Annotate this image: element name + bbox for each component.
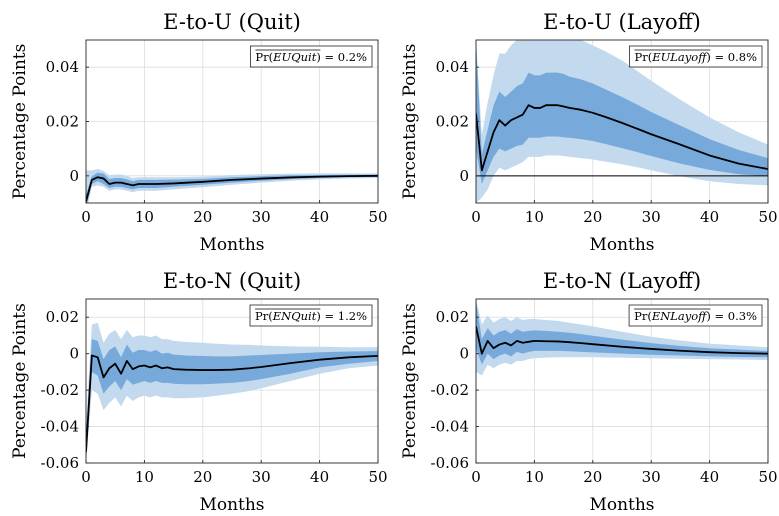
y-tick-label: -0.04: [41, 418, 79, 436]
x-tick-label: 20: [583, 208, 602, 226]
x-tick-label: 0: [81, 468, 91, 486]
inner-confidence-band: [86, 172, 378, 203]
chart-title: E-to-U (Quit): [163, 10, 301, 34]
series-layer: [86, 169, 378, 203]
x-tick-label: 50: [758, 208, 777, 226]
median-response-line: [86, 174, 378, 202]
x-tick-label: 40: [310, 208, 329, 226]
x-tick-label: 50: [758, 468, 777, 486]
annotation-frame: [628, 304, 763, 327]
y-tick-label: 0.02: [436, 113, 469, 131]
x-tick-label: 40: [700, 468, 719, 486]
x-tick-label: 50: [368, 208, 387, 226]
y-tick-label: -0.04: [431, 418, 469, 436]
y-tick-label: 0.04: [436, 58, 469, 76]
annotation-variable: EULayoff: [651, 50, 708, 64]
annotation-value: ) = 0.2%: [316, 50, 367, 64]
x-tick-label: 10: [525, 468, 544, 486]
chart-title: E-to-N (Layoff): [543, 269, 701, 293]
x-tick-label: 30: [642, 468, 661, 486]
y-tick-label: 0.02: [46, 113, 79, 131]
annotation-value: ) = 0.8%: [706, 50, 757, 64]
inner-confidence-band: [476, 40, 768, 184]
inner-confidence-band: [476, 300, 768, 365]
x-axis-label: Months: [199, 495, 264, 515]
annotation-prefix: Pr(: [634, 309, 652, 323]
annotation-prefix: Pr(: [255, 50, 273, 64]
y-axis-label: Percentage Points: [400, 44, 420, 200]
panel-2: 0 10 20 30 40 50 0 0.02 0.04 E-to-U (Layoff) Month…: [400, 10, 778, 255]
y-tick-label: 0: [459, 345, 469, 363]
series-layer: [476, 40, 768, 203]
y-tick-label: 0: [69, 167, 79, 185]
median-response-line: [476, 326, 768, 355]
annotation-frame: [249, 45, 373, 68]
y-tick-label: 0.02: [46, 308, 79, 326]
x-tick-label: 50: [368, 468, 387, 486]
annotation-value: ) = 1.2%: [316, 309, 367, 323]
x-tick-label: 20: [583, 468, 602, 486]
annotation-text: Pr(EULayoff) = 0.8%: [634, 50, 757, 64]
x-tick-label: 10: [525, 208, 544, 226]
y-tick-label: 0.04: [46, 58, 79, 76]
chart-title: E-to-U (Layoff): [543, 10, 701, 34]
x-tick-label: 0: [471, 208, 481, 226]
annotation-variable: ENLayoff: [651, 309, 708, 323]
annotation-box: Pr(EUQuit) = 0.2%: [249, 45, 373, 68]
x-tick-label: 0: [471, 468, 481, 486]
y-axis-label: Percentage Points: [10, 303, 30, 459]
chart-title: E-to-N (Quit): [163, 269, 301, 293]
annotation-frame: [249, 304, 373, 327]
annotation-box: Pr(EULayoff) = 0.8%: [629, 45, 763, 68]
x-axis-label: Months: [199, 235, 264, 255]
y-tick-label: -0.06: [431, 454, 469, 472]
x-tick-label: 30: [642, 208, 661, 226]
panel-1: 0 10 20 30 40 50 0 0.02 0.04 E-to-U (Quit) Months P…: [10, 10, 388, 255]
x-axis-label: Months: [589, 495, 654, 515]
x-tick-label: 30: [252, 208, 271, 226]
axes-frame: [475, 298, 769, 464]
y-axis-label: Percentage Points: [400, 303, 420, 459]
annotation-frame: [629, 45, 763, 68]
x-tick-label: 40: [310, 468, 329, 486]
annotation-prefix: Pr(: [255, 309, 273, 323]
y-axis-label: Percentage Points: [10, 44, 30, 200]
outer-confidence-band: [476, 299, 768, 376]
panel-3: 0 10 20 30 40 50 -0.06 -0.04 -0.02 0 0.02 E-to-N (Q…: [10, 269, 388, 515]
annotation-box: Pr(ENLayoff) = 0.3%: [628, 304, 763, 327]
panel-4: 0 10 20 30 40 50 -0.06 -0.04 -0.02 0 0.02 E-to-N (L…: [400, 269, 778, 515]
series-layer: [476, 299, 768, 376]
y-tick-label: 0: [69, 345, 79, 363]
y-tick-label: -0.06: [41, 454, 79, 472]
y-tick-label: 0.02: [436, 308, 469, 326]
annotation-text: Pr(EUQuit) = 0.2%: [255, 50, 367, 64]
x-tick-label: 40: [700, 208, 719, 226]
x-tick-label: 10: [135, 208, 154, 226]
x-tick-label: 0: [81, 208, 91, 226]
annotation-text: Pr(ENLayoff) = 0.3%: [634, 309, 757, 323]
annotation-box: Pr(ENQuit) = 1.2%: [249, 304, 373, 327]
inner-confidence-band: [86, 339, 378, 463]
annotation-prefix: Pr(: [634, 50, 652, 64]
x-tick-label: 30: [252, 468, 271, 486]
x-tick-label: 10: [135, 468, 154, 486]
annotation-text: Pr(ENQuit) = 1.2%: [255, 309, 367, 323]
annotation-variable: EUQuit: [272, 50, 317, 64]
y-tick-label: -0.02: [431, 381, 469, 399]
series-layer: [86, 322, 378, 463]
y-tick-label: -0.02: [41, 381, 79, 399]
x-tick-label: 20: [193, 208, 212, 226]
x-tick-label: 20: [193, 468, 212, 486]
median-response-line: [476, 104, 768, 172]
annotation-variable: ENQuit: [272, 309, 317, 323]
annotation-value: ) = 0.3%: [706, 309, 757, 323]
x-axis-label: Months: [589, 235, 654, 255]
y-tick-label: 0: [459, 167, 469, 185]
axes-frame: [85, 298, 379, 464]
median-response-line: [86, 354, 378, 453]
